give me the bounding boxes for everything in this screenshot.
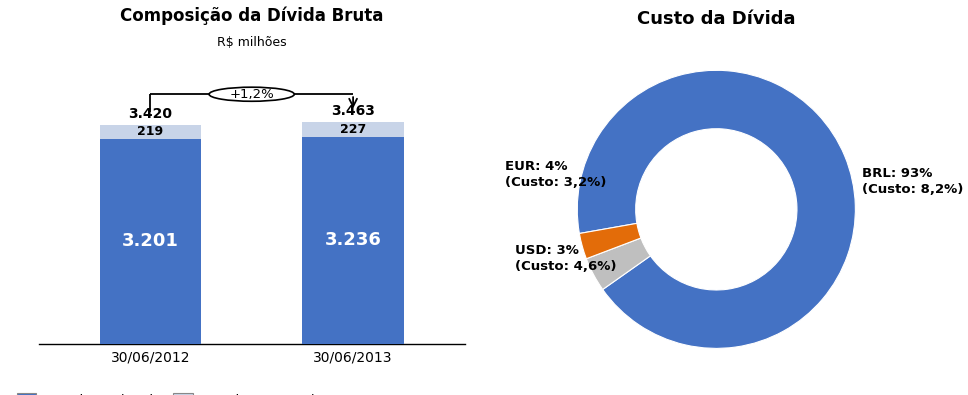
Text: BRL: 93%
(Custo: 8,2%): BRL: 93% (Custo: 8,2%) — [862, 167, 964, 196]
Text: 3.420: 3.420 — [129, 107, 172, 121]
Wedge shape — [587, 238, 650, 290]
Legend: Moeda Nacional, Moeda Estrangeira: Moeda Nacional, Moeda Estrangeira — [12, 387, 334, 395]
Title: Custo da Dívida: Custo da Dívida — [637, 10, 796, 28]
Bar — [302, 122, 404, 137]
Text: +1,2%: +1,2% — [229, 88, 274, 101]
Text: 3.236: 3.236 — [324, 231, 381, 249]
Bar — [100, 139, 201, 344]
Text: EUR: 4%
(Custo: 3,2%): EUR: 4% (Custo: 3,2%) — [505, 160, 606, 189]
Bar — [302, 137, 404, 344]
Text: Composição da Dívida Bruta: Composição da Dívida Bruta — [120, 7, 383, 25]
Text: 219: 219 — [137, 126, 164, 138]
Text: 3.201: 3.201 — [122, 232, 179, 250]
Text: 3.463: 3.463 — [331, 104, 375, 118]
Bar — [100, 125, 201, 139]
Text: 227: 227 — [340, 123, 366, 136]
Wedge shape — [580, 223, 641, 259]
Wedge shape — [577, 70, 856, 348]
Ellipse shape — [209, 87, 294, 101]
Text: R$ milhões: R$ milhões — [217, 36, 287, 49]
Text: USD: 3%
(Custo: 4,6%): USD: 3% (Custo: 4,6%) — [515, 243, 617, 273]
